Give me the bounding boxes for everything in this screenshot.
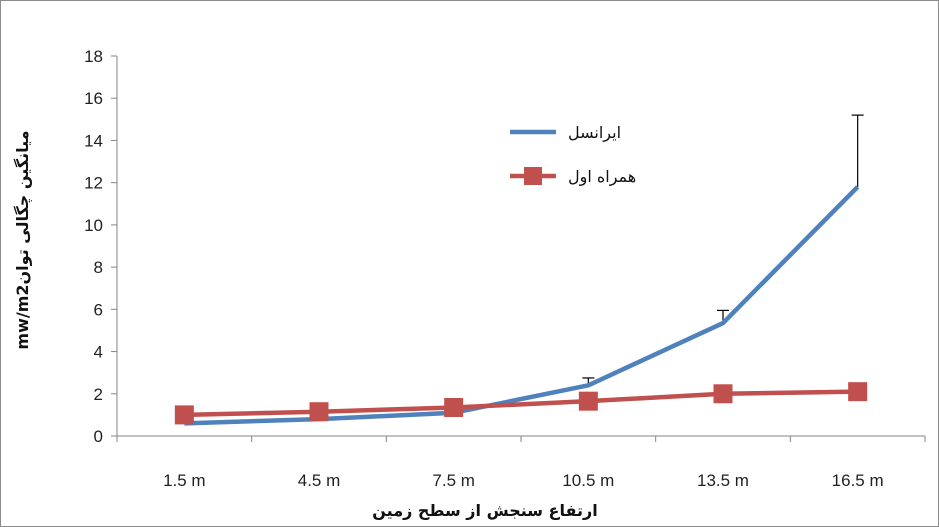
data-point [309, 402, 329, 422]
x-axis-ticks: 1.5 m 4.5 m 7.5 m 10.5 m 13.5 m 16.5 m [116, 436, 926, 490]
x-tick-label: 7.5 m [432, 471, 475, 490]
data-point [174, 405, 194, 425]
legend-item-2: همراه اول [510, 167, 636, 187]
y-tick-label: 0 [94, 427, 103, 446]
y-tick-label: 14 [84, 131, 103, 150]
x-tick-label: 13.5 m [697, 471, 749, 490]
legend-swatch-marker [524, 167, 542, 185]
series-line [184, 185, 860, 426]
y-tick-label: 18 [84, 47, 103, 66]
data-point [848, 382, 868, 402]
series-2 [174, 382, 868, 425]
data-point [444, 398, 464, 417]
x-tick-label: 1.5 m [163, 471, 206, 490]
legend-label: ایرانسل [568, 123, 621, 143]
x-axis-title: ارتفاع سنجش از سطح زمین [372, 501, 597, 520]
x-tick-label: 4.5 m [298, 471, 341, 490]
x-tick-label: 16.5 m [832, 471, 884, 490]
legend-label: همراه اول [568, 167, 636, 187]
series-line [184, 389, 858, 418]
y-tick-label: 12 [84, 174, 103, 193]
x-tick-label: 10.5 m [562, 471, 614, 490]
y-axis-ticks: 0 2 4 6 8 10 12 14 16 18 [84, 47, 117, 446]
y-tick-label: 10 [84, 216, 103, 235]
legend: ایرانسل همراه اول [510, 123, 636, 187]
data-point [713, 384, 733, 404]
series-layer [174, 114, 868, 426]
y-tick-label: 4 [94, 343, 103, 362]
data-point [578, 391, 598, 411]
y-axis-title: میانگین چگالی توانmw/m2 [13, 130, 33, 349]
series-1 [184, 114, 864, 426]
y-tick-label: 6 [94, 300, 103, 319]
y-tick-label: 2 [94, 385, 103, 404]
y-tick-label: 8 [94, 258, 103, 277]
axes [116, 56, 925, 437]
legend-item-1: ایرانسل [510, 123, 621, 143]
y-tick-label: 16 [84, 89, 103, 108]
